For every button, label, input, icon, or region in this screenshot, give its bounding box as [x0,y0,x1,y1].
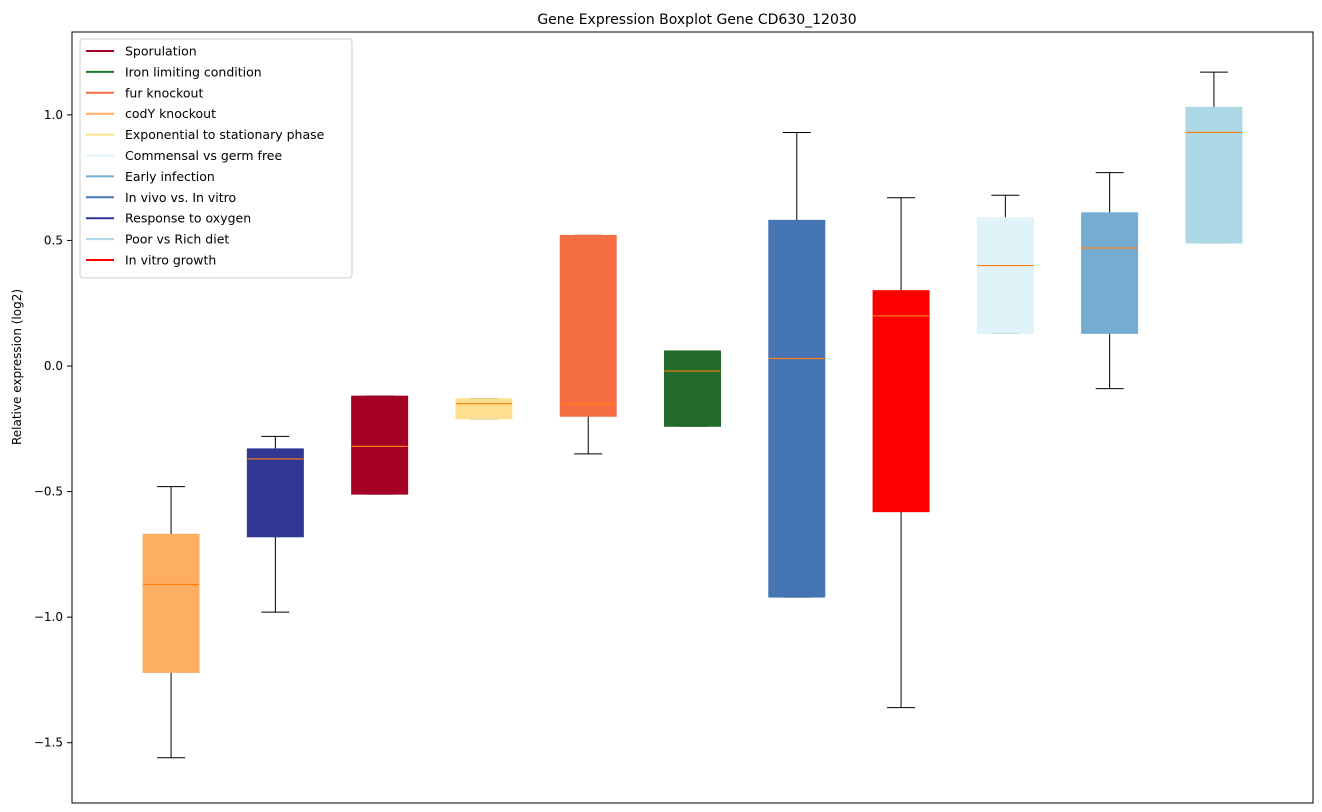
legend-item-label: fur knockout [125,85,203,100]
box-8 [872,197,930,709]
legend-item-label: Sporulation [125,44,197,59]
box-5 [559,234,617,455]
legend-frame [79,38,353,279]
legend-item-label: Early infection [125,169,215,184]
box-body [768,219,826,598]
chart-title: Gene Expression Boxplot Gene CD630_12030 [537,12,856,28]
box-1 [142,486,200,759]
box-body [976,217,1034,334]
legend-item-label: Response to oxygen [125,211,251,226]
y-axis: −1.5 −1.0 −0.5 0.0 0.5 1.0 [34,108,72,750]
box-body [142,533,200,673]
box-9 [976,194,1034,334]
box-body [246,448,304,538]
box-7 [768,131,826,598]
plot-area [142,71,1243,759]
box-6 [664,350,721,427]
legend-item-label: codY knockout [125,106,216,121]
box-4 [455,398,513,420]
box-10 [1081,172,1139,390]
legend-item-label: Exponential to stationary phase [125,127,325,142]
box-body [455,398,513,420]
box-body [664,350,721,427]
legend-item-label: Commensal vs germ free [125,148,282,163]
y-tick-label: 0.0 [44,359,63,373]
legend-item-label: Iron limiting condition [125,64,262,79]
box-body [351,395,409,495]
box-3 [351,395,409,495]
box-11 [1185,71,1243,244]
box-body [559,234,617,417]
box-2 [246,435,304,613]
y-axis-label: Relative expression (log2) [10,289,24,445]
legend-item-label: In vitro growth [125,253,216,268]
y-tick-label: −1.5 [34,736,63,750]
legend-item-label: In vivo vs. In vitro [125,190,236,205]
y-tick-label: 0.5 [44,233,63,247]
box-body [1081,212,1139,334]
y-tick-label: 1.0 [44,108,63,122]
plot-frame [71,31,1314,804]
legend: Sporulation Iron limiting condition fur kn… [79,38,353,279]
y-tick-label: −1.0 [34,610,63,624]
y-tick-label: −0.5 [34,485,63,499]
box-body [872,290,930,513]
legend-item-label: Poor vs Rich diet [125,232,229,247]
box-body [1185,106,1243,244]
